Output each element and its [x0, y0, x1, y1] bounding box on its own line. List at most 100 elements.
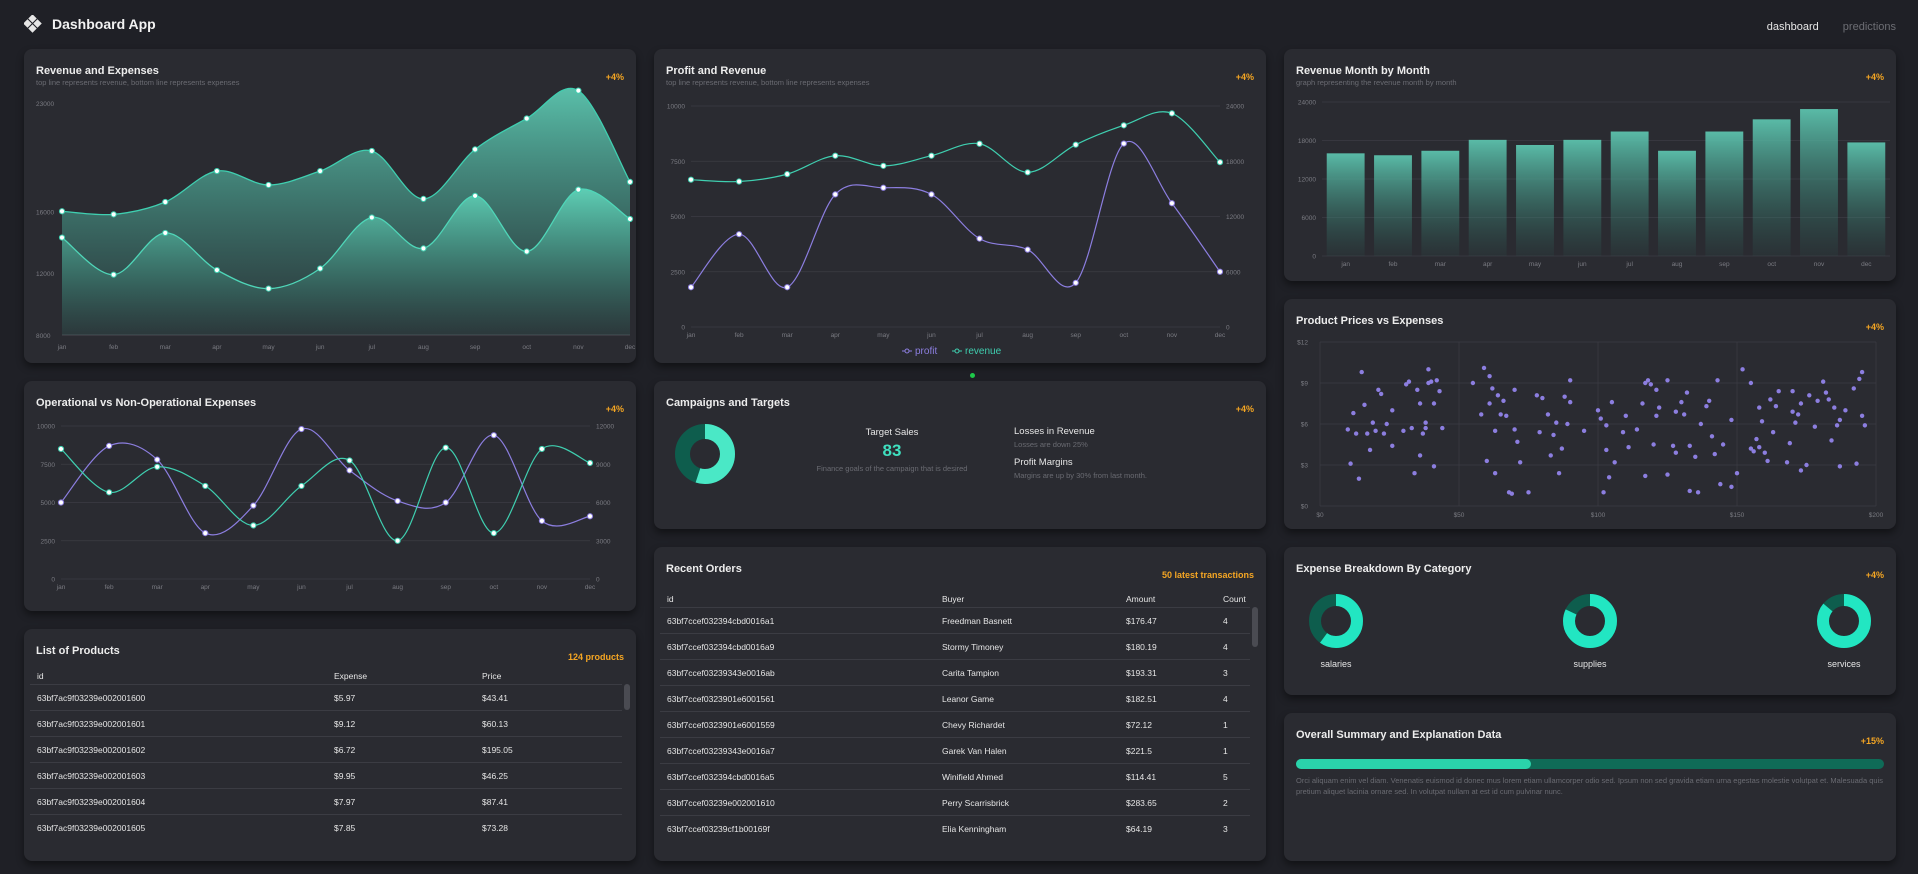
data-point	[471, 146, 479, 153]
x-tick-label: may	[247, 584, 260, 591]
table-row[interactable]: 63bf7ccef0323901e6001559 Chevy Richardet $…	[660, 711, 1250, 737]
data-point	[57, 445, 65, 453]
table-row[interactable]: 63bf7ac9f03239e002001602 $6.72 $195.05	[30, 736, 622, 762]
scatter-point	[1748, 446, 1754, 451]
data-point	[317, 167, 324, 175]
cell-count: 4	[1223, 642, 1228, 652]
table-row[interactable]: 63bf7ccef03239cf1b00169f Elia Kenningham $…	[660, 815, 1250, 841]
data-point	[471, 192, 479, 199]
trend-badge: +4%	[605, 72, 624, 82]
app-logo[interactable]: Dashboard App	[24, 15, 156, 33]
x-tick-label: mar	[160, 344, 172, 351]
data-point	[1216, 268, 1224, 275]
legend-label: revenue	[965, 346, 1002, 357]
cell-id: 63bf7ccef03239e002001610	[667, 798, 775, 808]
data-point	[523, 248, 530, 255]
table-row[interactable]: 63bf7ac9f03239e002001603 $9.95 $46.25	[30, 762, 622, 788]
table-row[interactable]: 63bf7ac9f03239e002001604 $7.97 $87.41	[30, 788, 622, 814]
table-row[interactable]: 63bf7ac9f03239e002001600 $5.97 $43.41	[30, 684, 622, 710]
data-point	[317, 265, 324, 272]
bar	[1847, 142, 1886, 256]
table-row[interactable]: 63bf7ccef032394cbd0016a9 Stormy Timoney $1…	[660, 633, 1250, 659]
card-title: Operational vs Non-Operational Expenses	[36, 397, 257, 409]
col-header-price[interactable]: Price	[482, 671, 502, 681]
cell-buyer: Winifield Ahmed	[942, 772, 1003, 782]
scatter-point	[1534, 393, 1540, 398]
scatter-point	[1409, 425, 1414, 431]
orders-card: Recent Orders 50 latest transactions id …	[654, 547, 1266, 861]
scatter-point	[1381, 431, 1387, 436]
scatter-point	[1709, 434, 1715, 439]
scatter-point	[1492, 428, 1498, 434]
nav-dashboard[interactable]: dashboard	[1766, 21, 1819, 33]
table-row[interactable]: 63bf7ccef032394cbd0016a5 Winifield Ahmed $…	[660, 763, 1250, 789]
x-tick-label: feb	[735, 332, 744, 339]
legend-swatch-dot	[954, 348, 960, 354]
data-point	[586, 513, 594, 520]
x-tick-label: apr	[212, 344, 222, 351]
scatter-point	[1673, 409, 1679, 414]
table-row[interactable]: 63bf7ccef032394cbd0016a1 Freedman Basnett…	[660, 607, 1250, 633]
bar	[1800, 109, 1838, 256]
x-tick-label: jul	[1625, 261, 1633, 268]
table-row[interactable]: 63bf7ac9f03239e002001605 $7.85 $73.28	[30, 814, 622, 840]
col-header-amount[interactable]: Amount	[1126, 594, 1156, 604]
bar	[1326, 153, 1365, 256]
y-tick-label-left: 0	[681, 325, 685, 332]
profit-revenue-card: Profit and Revenue top line represents r…	[654, 49, 1266, 363]
col-header-count[interactable]: Count	[1223, 594, 1246, 604]
scatter-point	[1656, 405, 1662, 410]
data-point	[57, 499, 65, 506]
col-header-id[interactable]: id	[667, 594, 674, 604]
scatter-point	[1359, 369, 1364, 375]
x-tick-label: oct	[1767, 261, 1776, 268]
table-row[interactable]: 63bf7ccef0323901e6001561 Leanor Game $182.…	[660, 685, 1250, 711]
data-point	[420, 245, 427, 252]
scatter-point	[1757, 445, 1762, 450]
data-point	[394, 497, 401, 505]
nav-predictions[interactable]: predictions	[1842, 21, 1896, 33]
summary-text: Orci aliquam enim vel diam. Venenatis eu…	[1296, 776, 1883, 796]
col-header-expense[interactable]: Expense	[334, 671, 368, 681]
x-tick-label: $0	[1316, 512, 1324, 519]
scatter-point	[1826, 397, 1831, 402]
x-tick-label: nov	[1814, 261, 1825, 268]
x-tick-label: aug	[392, 584, 403, 591]
scatter-point	[1859, 413, 1865, 418]
y-tick-label-right: 0	[596, 577, 600, 584]
category-donut-chart	[1817, 594, 1871, 648]
col-header-id[interactable]: id	[37, 671, 44, 681]
data-point	[58, 208, 66, 215]
cell-count: 4	[1223, 616, 1228, 626]
scatter-point	[1798, 468, 1804, 473]
table-row[interactable]: 63bf7ac9f03239e002001601 $9.12 $60.13	[30, 710, 622, 736]
data-point	[735, 178, 743, 185]
data-point	[110, 271, 117, 278]
scatter-point	[1423, 425, 1428, 431]
x-tick-label: sep	[1719, 261, 1730, 268]
scatter-point	[1790, 389, 1795, 394]
scatter-point	[1440, 425, 1445, 431]
scatter-point	[1390, 443, 1395, 449]
table-row[interactable]: 63bf7ccef03239e002001610 Perry Scarrisbri…	[660, 789, 1250, 815]
scatter-point	[1776, 389, 1781, 394]
scatter-point	[1604, 447, 1609, 453]
cell-id: 63bf7ccef0323901e6001561	[667, 694, 775, 704]
revenue-month-chart: 24000 18000 12000 6000 0 jan feb mar apr may jun ju…	[1298, 100, 1890, 268]
trend-badge: +4%	[605, 404, 624, 414]
data-point	[162, 198, 169, 206]
table-row[interactable]: 63bf7ccef03239343e0016a7 Garek Van Halen $…	[660, 737, 1250, 763]
scatter-point	[1401, 428, 1406, 434]
data-point	[154, 463, 161, 470]
col-header-buyer[interactable]: Buyer	[942, 594, 965, 604]
cell-price: $46.25	[482, 771, 508, 781]
orders-scrollbar[interactable]	[1252, 607, 1258, 647]
scatter-point	[1484, 458, 1489, 464]
bar	[1516, 144, 1554, 256]
products-scrollbar[interactable]	[624, 684, 630, 710]
category-salaries: salaries	[1306, 591, 1366, 669]
y-tick-label: 23000	[36, 101, 54, 108]
scatter-point	[1851, 386, 1856, 391]
table-row[interactable]: 63bf7ccef03239343e0016ab Carita Tampion $1…	[660, 659, 1250, 685]
